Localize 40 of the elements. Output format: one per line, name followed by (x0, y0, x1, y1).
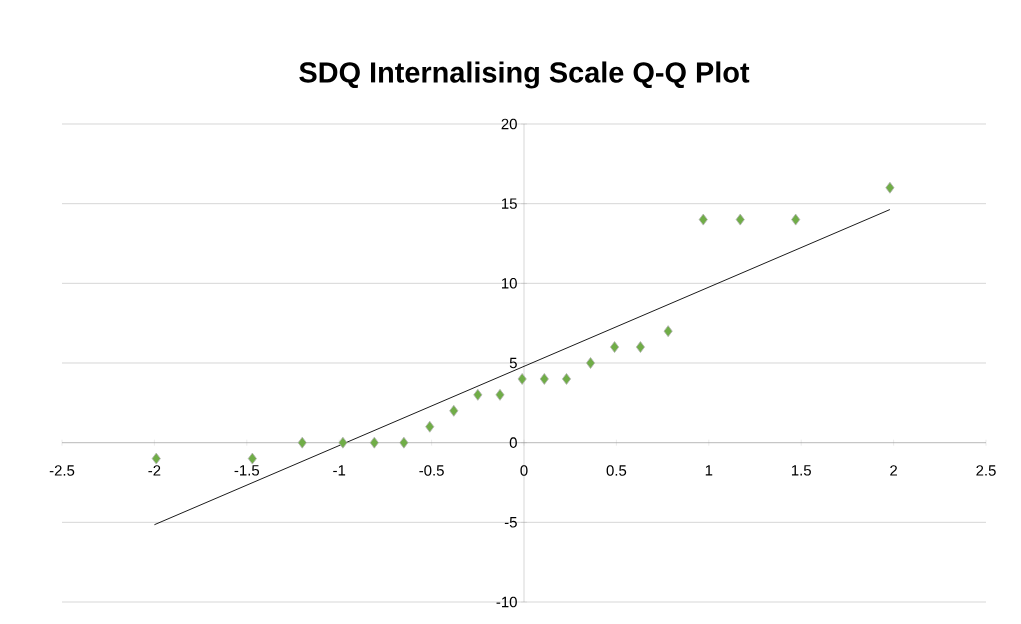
y-tick-label: -10 (496, 596, 517, 608)
point (539, 373, 549, 385)
x-tick-label: -0.5 (419, 465, 444, 476)
point (635, 341, 645, 353)
point (399, 436, 409, 449)
x-tick-label: 2.5 (976, 465, 996, 476)
x-tick-label: 0.5 (606, 465, 627, 476)
point (698, 213, 708, 226)
x-tick-label: 1.5 (791, 465, 811, 476)
point (473, 388, 483, 401)
x-tick-label: -2 (148, 465, 161, 476)
y-tick-label: 15 (502, 198, 517, 209)
point (791, 213, 801, 226)
point (297, 436, 307, 449)
point (586, 357, 596, 369)
point (495, 388, 505, 401)
x-tick-label: 1 (705, 465, 713, 476)
y-tick-label: 20 (501, 118, 517, 130)
y-tick-label: 10 (502, 278, 517, 289)
y-tick-label: 0 (509, 437, 517, 448)
point (885, 181, 895, 194)
point (425, 420, 435, 433)
point (338, 436, 348, 449)
point (369, 436, 379, 449)
chart-title: SDQ Internalising Scale Q-Q Plot (299, 61, 750, 89)
point (610, 341, 620, 353)
x-tick-label: -1.5 (234, 465, 260, 476)
point (663, 325, 673, 338)
point (151, 452, 161, 465)
x-tick-label: -1 (333, 465, 346, 476)
point (247, 452, 257, 465)
point (517, 373, 527, 385)
y-tick-label: 5 (509, 357, 517, 369)
y-tick-label: -5 (504, 517, 517, 528)
point (449, 404, 459, 417)
x-tick-label: 0 (520, 465, 528, 476)
x-tick-label: -2.5 (49, 465, 75, 476)
x-tick-label: 2 (890, 465, 898, 476)
point (561, 373, 572, 385)
point (735, 213, 745, 226)
